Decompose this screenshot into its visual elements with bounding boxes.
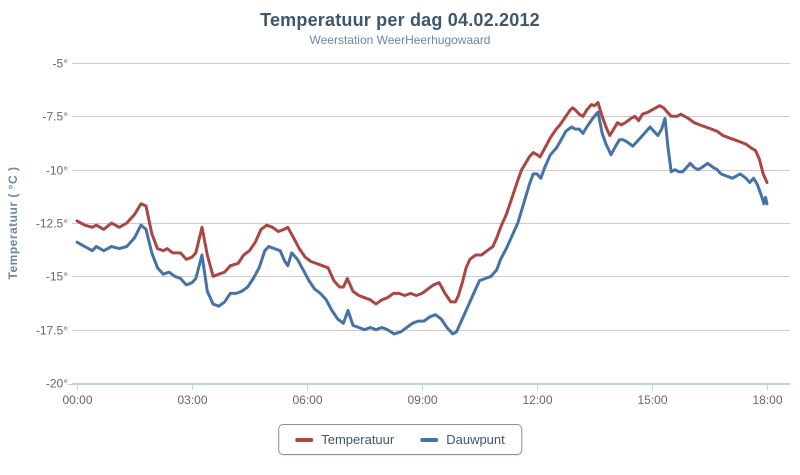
legend-item-dauwpunt[interactable]: Dauwpunt	[420, 432, 505, 447]
x-tick-label: 09:00	[407, 393, 437, 407]
chart-title: Temperatuur per dag 04.02.2012	[260, 10, 540, 30]
x-tick-label: 15:00	[637, 393, 667, 407]
series-line-temperatuur[interactable]	[75, 101, 769, 306]
y-tick-label: -12.5°	[36, 217, 68, 231]
series-line-dauwpunt[interactable]	[75, 110, 769, 336]
x-tick-label: 18:00	[752, 393, 782, 407]
legend-label-temperatuur: Temperatuur	[321, 432, 395, 447]
x-tick-label: 06:00	[292, 393, 322, 407]
y-tick-label: -17.5°	[36, 324, 68, 338]
legend-label-dauwpunt: Dauwpunt	[446, 432, 505, 447]
x-tick-label: 12:00	[522, 393, 552, 407]
x-tick-label: 00:00	[62, 393, 92, 407]
x-tick-label: 03:00	[177, 393, 207, 407]
legend: Temperatuur Dauwpunt	[278, 424, 522, 455]
dauwpunt-line-swatch	[420, 437, 439, 442]
y-tick-label: -15°	[46, 270, 68, 284]
y-tick-label: -7.5°	[43, 110, 69, 124]
chart-subtitle: Weerstation WeerHeerhugowaard	[309, 33, 491, 47]
legend-item-temperatuur[interactable]: Temperatuur	[295, 432, 394, 447]
temperatuur-line-swatch	[295, 437, 314, 442]
y-tick-label: -5°	[53, 57, 69, 71]
plot-area: -5° -7.5° -10° -12.5° -15° -17.5° -20° 00:00 03:…	[36, 57, 790, 407]
y-tick-label: -20°	[46, 377, 68, 391]
y-tick-label: -10°	[46, 164, 68, 178]
